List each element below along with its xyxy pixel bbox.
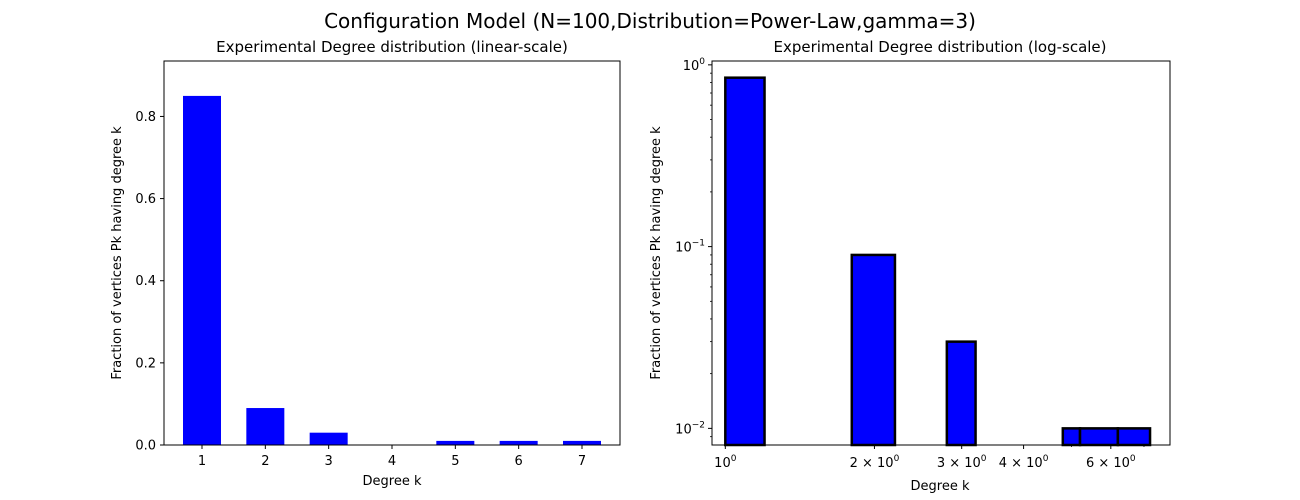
- log-axes-frame: [711, 60, 1171, 446]
- log-x-tick-label: 2 × 100: [850, 454, 900, 471]
- log-bar-5: [1078, 427, 1120, 447]
- linear-y-tick-label: 0.4: [135, 274, 156, 289]
- linear-x-tick-label: 4: [388, 454, 396, 469]
- linear-y-tick-label: 0.6: [135, 192, 156, 207]
- log-y-axis-label: Fraction of vertices Pk having degree k: [649, 126, 664, 380]
- linear-y-tick-label: 0.8: [135, 110, 156, 125]
- linear-x-tick-label: 1: [198, 454, 206, 469]
- log-x-axis-label: Degree k: [911, 479, 970, 494]
- log-bars: [724, 76, 1152, 447]
- log-bar-2: [850, 253, 897, 447]
- linear-y-axis-label: Fraction of vertices Pk having degree k: [110, 126, 125, 380]
- log-y-ticks: 10−2 10−1 100: [675, 57, 712, 437]
- linear-y-tick-label: 0.0: [135, 439, 156, 454]
- log-x-tick-label: 100: [714, 454, 737, 471]
- log-axes-title: Experimental Degree distribution (log-sc…: [773, 38, 1106, 56]
- log-x-tick-label: 6 × 100: [1086, 454, 1136, 471]
- linear-bar-2: [246, 408, 285, 445]
- log-bar-3: [945, 340, 977, 447]
- linear-x-tick-label: 6: [515, 454, 523, 469]
- linear-bar-6: [499, 440, 538, 445]
- figure-title: Configuration Model (N=100,Distribution=…: [324, 9, 976, 33]
- linear-bar-5: [436, 440, 475, 445]
- linear-x-axis-label: Degree k: [363, 474, 422, 489]
- linear-x-tick-label: 7: [578, 454, 586, 469]
- linear-x-tick-label: 5: [451, 454, 459, 469]
- log-y-tick-label: 10−1: [675, 239, 705, 256]
- log-x-tick-label: 3 × 100: [937, 454, 987, 471]
- linear-bars: [183, 95, 601, 445]
- linear-scale-axes: Experimental Degree distribution (linear…: [110, 38, 621, 489]
- log-x-ticks: 100 2 × 100 3 × 100 4 × 100 6 × 100: [714, 445, 1145, 471]
- linear-x-ticks: 1 2 3 4 5 6 7: [198, 445, 586, 469]
- linear-bar-7: [563, 440, 601, 445]
- linear-x-tick-label: 2: [261, 454, 269, 469]
- linear-axes-frame: [163, 60, 621, 446]
- log-bar-4: [1061, 427, 1082, 447]
- linear-y-tick-label: 0.2: [135, 356, 156, 371]
- linear-bar-1: [183, 95, 221, 445]
- log-x-tick-label: 4 × 100: [999, 454, 1049, 471]
- log-y-tick-label: 100: [683, 57, 706, 74]
- log-y-tick-label: 10−2: [675, 420, 705, 437]
- log-bar-6: [1116, 427, 1152, 447]
- linear-y-ticks: 0.0 0.2 0.4 0.6 0.8: [135, 110, 164, 454]
- linear-x-tick-label: 3: [325, 454, 333, 469]
- log-bar-1: [724, 76, 766, 447]
- linear-bar-3: [309, 432, 348, 445]
- log-scale-axes: Experimental Degree distribution (log-sc…: [649, 38, 1171, 494]
- linear-axes-title: Experimental Degree distribution (linear…: [216, 38, 568, 56]
